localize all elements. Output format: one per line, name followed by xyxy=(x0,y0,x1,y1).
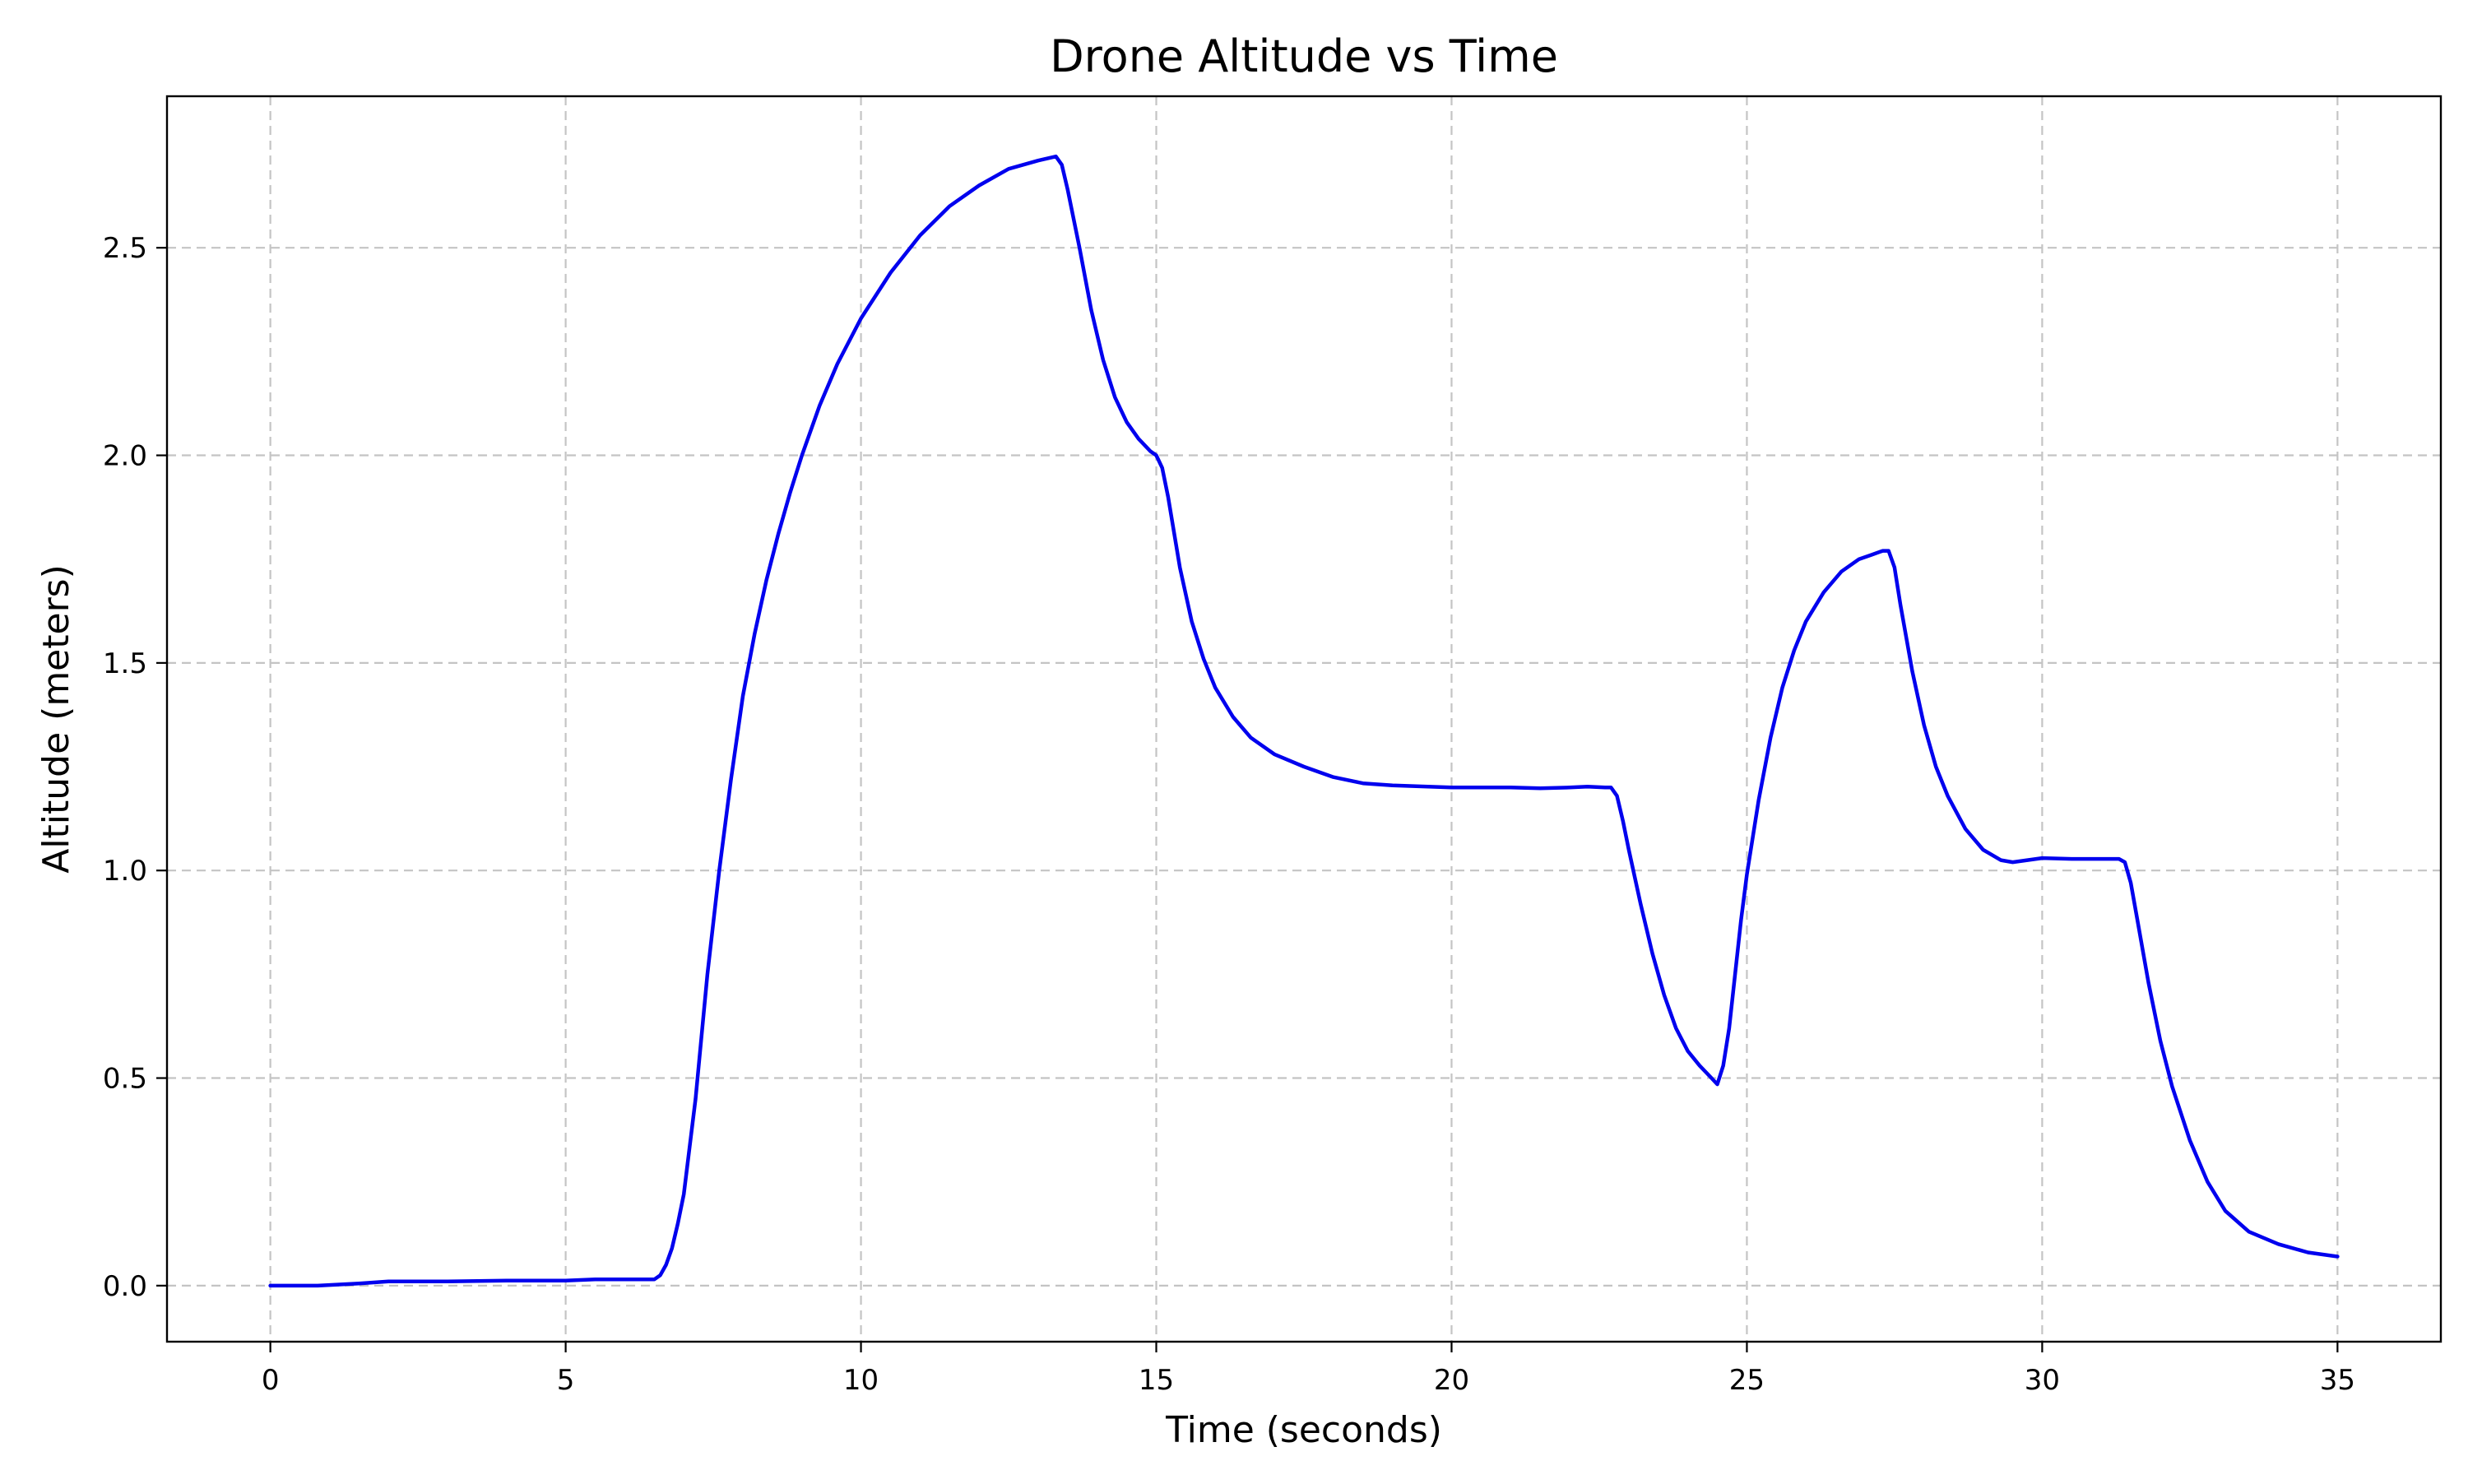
y-tick-label: 2.5 xyxy=(103,232,147,265)
y-tick-label: 1.0 xyxy=(103,855,147,888)
y-tick-label: 1.5 xyxy=(103,647,147,680)
y-tick-label: 2.0 xyxy=(103,440,147,473)
y-tick-label: 0.5 xyxy=(103,1063,147,1096)
axis-ticks: 0 5 10 15 20 25 30 35 0.0 0.5 1.0 1.5 2.0 2.5 xyxy=(103,232,2355,1397)
x-tick-label: 10 xyxy=(843,1364,879,1397)
x-tick-label: 30 xyxy=(2025,1364,2060,1397)
x-tick-label: 20 xyxy=(1434,1364,1469,1397)
grid xyxy=(167,96,2441,1342)
x-tick-label: 5 xyxy=(557,1364,575,1397)
y-axis-label: Altitude (meters) xyxy=(35,564,77,874)
series-layer xyxy=(268,154,2340,1288)
altitude-series-line xyxy=(268,154,2340,1288)
chart-title: Drone Altitude vs Time xyxy=(1050,30,1558,82)
x-tick-label: 0 xyxy=(262,1364,280,1397)
x-axis-label: Time (seconds) xyxy=(1165,1409,1442,1451)
x-tick-label: 35 xyxy=(2320,1364,2355,1397)
x-tick-label: 25 xyxy=(1729,1364,1765,1397)
x-tick-label: 15 xyxy=(1139,1364,1174,1397)
y-tick-label: 0.0 xyxy=(103,1270,147,1303)
plot-frame xyxy=(165,95,2442,1343)
